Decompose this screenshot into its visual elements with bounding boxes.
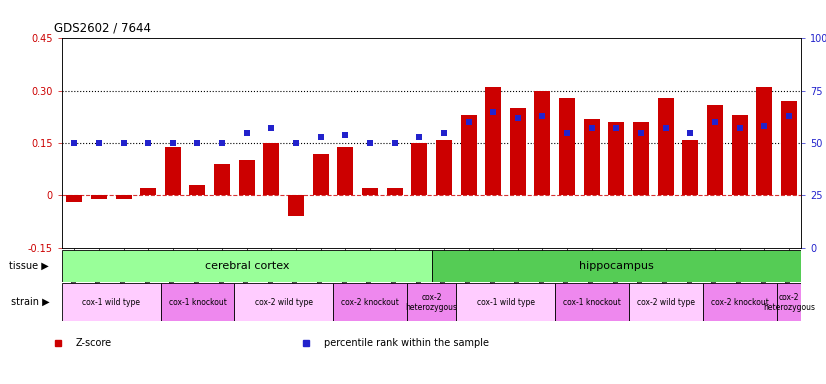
Point	[659, 125, 672, 131]
Point	[117, 140, 131, 146]
Text: tissue ▶: tissue ▶	[9, 261, 49, 271]
Bar	[362, 189, 378, 195]
Bar	[160, 283, 235, 321]
Text: cox-2 knockout: cox-2 knockout	[710, 298, 768, 307]
Bar	[629, 283, 703, 321]
Text: cox-1 wild type: cox-1 wild type	[83, 298, 140, 307]
Bar	[431, 250, 801, 282]
Bar	[781, 101, 797, 195]
Bar	[337, 147, 354, 195]
Text: Z-score: Z-score	[76, 338, 112, 348]
Bar	[333, 283, 407, 321]
Bar	[62, 250, 431, 282]
Bar	[461, 115, 477, 195]
Point	[314, 134, 327, 140]
Point	[437, 129, 450, 136]
Bar	[407, 283, 456, 321]
Text: cerebral cortex: cerebral cortex	[205, 261, 289, 271]
Point	[166, 140, 179, 146]
Point	[289, 140, 302, 146]
Bar	[584, 119, 600, 195]
Bar	[116, 195, 131, 199]
Point	[709, 119, 722, 125]
Bar	[387, 189, 402, 195]
Point	[68, 140, 81, 146]
Bar	[757, 87, 772, 195]
Bar	[732, 115, 748, 195]
Point	[141, 140, 154, 146]
Bar	[436, 139, 452, 195]
Point	[757, 123, 771, 129]
Point	[388, 140, 401, 146]
Bar	[140, 189, 156, 195]
Bar	[555, 283, 629, 321]
Bar	[91, 195, 107, 199]
Text: cox-2
heterozygous: cox-2 heterozygous	[406, 293, 458, 312]
Text: percentile rank within the sample: percentile rank within the sample	[324, 338, 489, 348]
Bar	[456, 283, 555, 321]
Text: hippocampus: hippocampus	[579, 261, 653, 271]
Text: cox-2 knockout: cox-2 knockout	[341, 298, 399, 307]
Point	[511, 115, 525, 121]
Text: cox-2
heterozygous: cox-2 heterozygous	[763, 293, 815, 312]
Bar	[214, 164, 230, 195]
Text: cox-1 knockout: cox-1 knockout	[169, 298, 226, 307]
Point	[265, 125, 278, 131]
Bar	[411, 143, 427, 195]
Point	[413, 134, 426, 140]
Bar	[239, 161, 254, 195]
Point	[363, 140, 377, 146]
Point	[487, 109, 500, 115]
Point	[339, 132, 352, 138]
Bar	[682, 139, 698, 195]
Bar	[657, 98, 674, 195]
Point	[191, 140, 204, 146]
Point	[240, 129, 254, 136]
Point	[216, 140, 229, 146]
Bar	[235, 283, 333, 321]
Bar	[485, 87, 501, 195]
Bar	[288, 195, 304, 216]
Text: cox-1 knockout: cox-1 knockout	[563, 298, 620, 307]
Point	[634, 129, 648, 136]
Bar	[62, 283, 160, 321]
Point	[684, 129, 697, 136]
Point	[782, 113, 795, 119]
Bar	[609, 122, 624, 195]
Bar	[703, 283, 776, 321]
Text: cox-1 wild type: cox-1 wild type	[477, 298, 534, 307]
Text: strain ▶: strain ▶	[11, 297, 49, 307]
Bar	[559, 98, 575, 195]
Bar	[66, 195, 83, 202]
Bar	[534, 91, 550, 195]
Point	[536, 113, 549, 119]
Point	[93, 140, 106, 146]
Bar	[510, 108, 526, 195]
Point	[462, 119, 475, 125]
Point	[733, 125, 746, 131]
Text: cox-2 wild type: cox-2 wild type	[637, 298, 695, 307]
Bar	[263, 143, 279, 195]
Point	[610, 125, 623, 131]
Bar	[707, 105, 723, 195]
Bar	[776, 283, 801, 321]
Text: cox-2 wild type: cox-2 wild type	[254, 298, 313, 307]
Bar	[189, 185, 206, 195]
Point	[585, 125, 598, 131]
Point	[561, 129, 574, 136]
Bar	[633, 122, 649, 195]
Text: GDS2602 / 7644: GDS2602 / 7644	[54, 22, 150, 35]
Bar	[313, 154, 329, 195]
Bar	[165, 147, 181, 195]
